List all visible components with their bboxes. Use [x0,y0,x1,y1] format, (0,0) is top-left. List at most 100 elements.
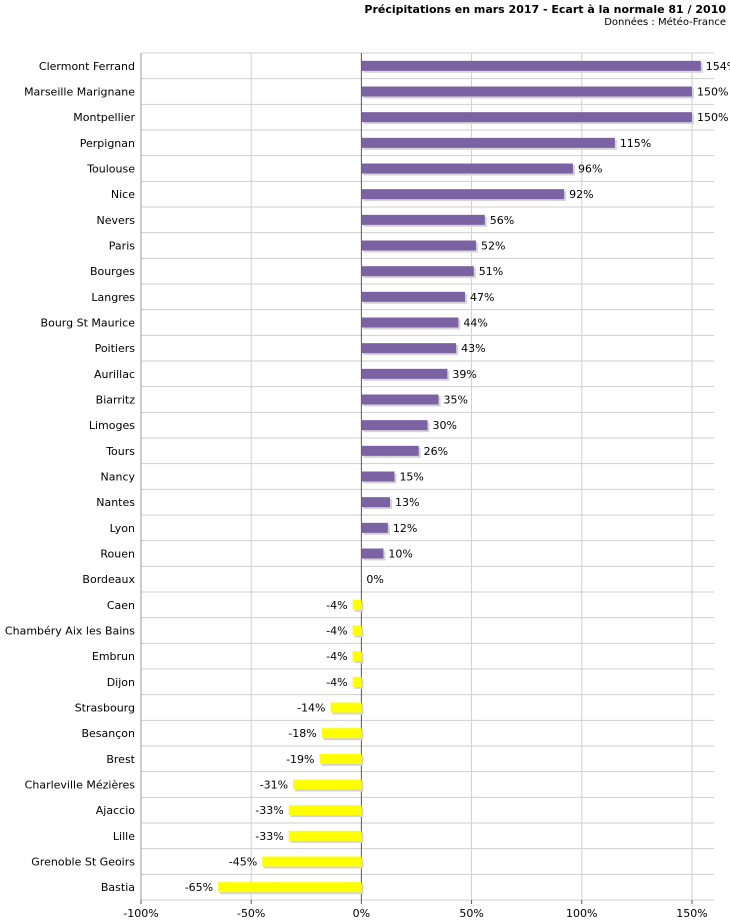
bars-layer [218,60,703,895]
bar-29 [288,805,362,816]
bar-16 [361,471,395,482]
category-label: Lyon [110,522,135,535]
category-label: Biarritz [96,394,136,407]
value-label: 52% [481,240,505,253]
bar-26 [321,728,362,739]
value-label: 92% [569,188,593,201]
value-label: 150% [697,86,728,99]
value-label: 154% [706,60,730,73]
category-label: Marseille Marignane [24,86,135,99]
value-label: -33% [255,830,283,843]
category-label: Rouen [100,548,135,561]
bar-21 [352,599,362,610]
value-label: 35% [444,394,468,407]
x-axis-ticks: -100% -50% 0% 50% 100% 150% [123,900,708,920]
bar-22 [352,625,362,636]
value-label: 150% [697,111,728,124]
bar-7 [361,240,476,251]
value-label: 44% [463,317,487,330]
value-label: 43% [461,342,485,355]
value-label: 51% [479,265,503,278]
category-label: Strasbourg [75,702,135,715]
bar-25 [330,702,362,713]
bar-24 [352,676,362,687]
value-label: 10% [388,548,412,561]
value-label: 12% [393,522,417,535]
x-tick-label: 50% [459,907,483,920]
category-label: Bourges [90,265,135,278]
value-label: -65% [185,881,213,894]
category-label: Poitiers [95,342,136,355]
category-label: Tours [105,445,135,458]
x-tick-label: -50% [237,907,265,920]
category-label: Paris [109,240,135,253]
category-label: Ajaccio [96,804,135,817]
x-tick-label: 100% [566,907,597,920]
category-label: Langres [91,291,135,304]
category-label: Toulouse [86,163,135,176]
value-label: -19% [286,753,314,766]
category-label: Montpellier [73,111,135,124]
bar-27 [319,753,362,764]
category-label: Lille [113,830,135,843]
category-label: Nevers [96,214,135,227]
value-label: 15% [399,471,423,484]
category-label: Nice [111,188,135,201]
x-tick-label: -100% [123,907,158,920]
bar-12 [361,368,448,379]
x-tick-label: 0% [353,907,370,920]
bar-5 [361,189,565,200]
category-label: Bordeaux [82,573,135,586]
value-label: -14% [297,702,325,715]
category-label: Embrun [92,650,135,663]
bar-4 [361,163,573,174]
category-label: Chambéry Aix les Bains [5,625,135,638]
value-label: 56% [490,214,514,227]
category-label: Dijon [107,676,135,689]
grid-layer [140,52,714,901]
bar-3 [361,137,615,148]
value-label: 39% [452,368,476,381]
bar-31 [262,856,362,867]
category-label: Perpignan [80,137,135,150]
bar-15 [361,445,419,456]
x-tick-label: 150% [676,907,707,920]
labels-layer: Clermont Ferrand 154% Marseille Marignane 1… [5,60,730,894]
value-label: -4% [326,676,347,689]
bar-10 [361,317,459,328]
bar-23 [352,651,362,662]
category-label: Caen [107,599,135,612]
bar-13 [361,394,439,405]
bar-19 [361,548,384,559]
bar-17 [361,497,391,508]
bar-1 [361,86,692,97]
value-label: 0% [366,573,383,586]
category-label: Bastia [101,881,135,894]
category-label: Besançon [81,727,135,740]
value-label: -4% [326,650,347,663]
bar-14 [361,420,428,431]
value-label: 96% [578,163,602,176]
category-label: Limoges [89,419,135,432]
category-label: Charleville Mézières [25,779,136,792]
value-label: 47% [470,291,494,304]
bar-8 [361,266,474,277]
category-label: Nantes [96,496,135,509]
value-label: -45% [229,856,257,869]
bar-28 [293,779,362,790]
category-label: Nancy [101,471,136,484]
value-label: -33% [255,804,283,817]
value-label: -4% [326,625,347,638]
bar-9 [361,291,465,302]
bar-6 [361,214,485,225]
bar-30 [288,830,362,841]
bar-32 [218,882,362,893]
category-label: Clermont Ferrand [39,60,135,73]
value-label: 26% [424,445,448,458]
value-label: -4% [326,599,347,612]
chart-title: Précipitations en mars 2017 - Ecart à la… [364,3,726,16]
value-label: -18% [288,727,316,740]
category-label: Aurillac [94,368,135,381]
category-label: Brest [106,753,135,766]
